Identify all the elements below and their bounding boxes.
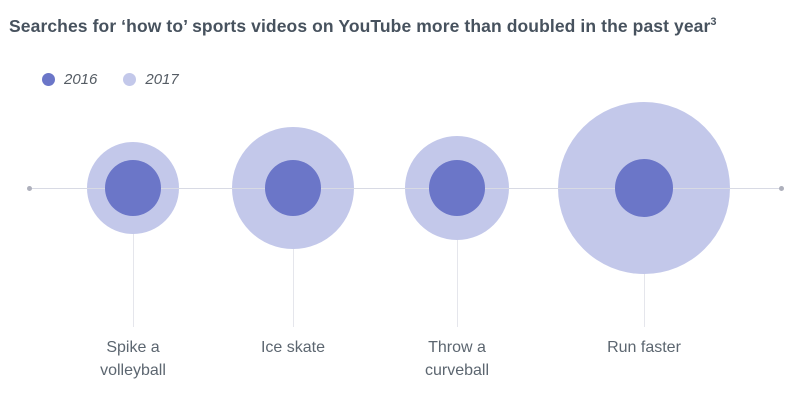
bubble-2016-run-faster <box>615 159 673 217</box>
label-connector-spike-a-volleyball <box>132 188 134 327</box>
category-label-ice-skate: Ice skate <box>260 339 326 356</box>
bubble-2016-spike-a-volleyball <box>105 160 161 216</box>
category-label-spike-a-volleyball: Spike a volleyball <box>100 339 166 379</box>
legend-item-2017: 2017 <box>123 71 179 88</box>
axis-endpoint-right-icon <box>779 186 784 191</box>
legend-label-2016: 2016 <box>64 71 98 88</box>
label-connector-throw-a-curveball <box>456 188 458 327</box>
chart-title-footnote-marker: 3 <box>710 16 717 29</box>
axis-line <box>29 188 781 189</box>
category-label-throw-a-curveball: Throw a curveball <box>424 339 490 379</box>
chart-title-text: Searches for ‘how to’ sports videos on Y… <box>9 16 711 36</box>
bubble-2016-throw-a-curveball <box>429 160 485 216</box>
label-connector-ice-skate <box>292 188 294 327</box>
legend-item-2016: 2016 <box>42 71 97 88</box>
category-label-run-faster: Run faster <box>607 339 681 356</box>
legend-swatch-2017-icon <box>123 73 137 86</box>
legend: 2016 2017 <box>42 71 179 88</box>
axis-endpoint-left-icon <box>27 186 32 191</box>
legend-swatch-2016-icon <box>42 73 55 86</box>
chart-title: Searches for ‘how to’ sports videos on Y… <box>9 16 717 37</box>
legend-label-2017: 2017 <box>145 71 179 88</box>
bubble-2016-ice-skate <box>265 160 321 216</box>
